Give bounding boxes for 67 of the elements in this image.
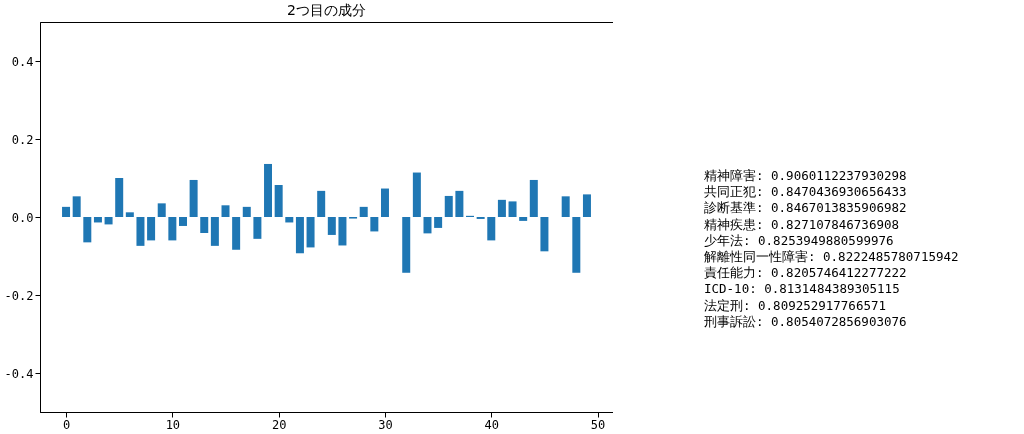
bar	[306, 217, 315, 248]
bar	[572, 217, 581, 273]
chart-title: 2つ目の成分	[287, 2, 366, 18]
bar	[178, 217, 187, 226]
bar	[497, 199, 506, 217]
bar	[104, 217, 113, 225]
text: 診断基準: 0.8467013835906982	[704, 200, 908, 217]
x-tick-label: 50	[590, 417, 606, 432]
bar	[62, 206, 71, 217]
bar	[455, 190, 464, 217]
bar	[444, 195, 453, 217]
text: 法定刑: 0.809252917766571	[704, 297, 887, 314]
bar	[508, 201, 517, 217]
text: 刑事訴訟: 0.8054072856903076	[704, 313, 908, 331]
bar	[115, 178, 124, 217]
x-tick-label: 10	[165, 417, 181, 432]
x-tick-label: 20	[271, 417, 287, 432]
bar	[83, 217, 92, 243]
bar	[125, 212, 134, 217]
bar	[487, 217, 496, 241]
bar	[264, 163, 273, 217]
text: 精神疾患: 0.827107846736908	[704, 216, 900, 233]
y-tick-label: -0.2	[4, 288, 34, 303]
text: 少年法: 0.8253949880599976	[704, 232, 895, 250]
y-tick-label: 0.4	[11, 54, 34, 69]
text: ICD-10: 0.8131484389305115	[704, 281, 901, 298]
bar	[221, 205, 230, 217]
bar	[402, 217, 411, 273]
bar	[232, 217, 241, 250]
bar	[338, 217, 347, 246]
bar	[412, 172, 421, 217]
x-tick-label: 0	[62, 417, 71, 432]
bar	[210, 217, 219, 246]
text: 共同正犯: 0.8470436930656433	[704, 184, 908, 201]
x-tick-label: 30	[378, 417, 393, 432]
bar	[380, 188, 389, 217]
bar	[200, 217, 209, 233]
text: 解離性同一性障害: 0.8222485780715942	[704, 249, 959, 266]
y-tick-label: 0.0	[11, 210, 34, 225]
bar	[317, 190, 326, 217]
bar	[423, 217, 432, 234]
bar	[253, 217, 262, 239]
bar	[359, 206, 368, 217]
bar	[434, 217, 443, 228]
bar	[189, 179, 198, 217]
bar	[157, 203, 166, 217]
bar	[168, 217, 177, 241]
bar	[147, 217, 156, 241]
bar	[136, 217, 145, 246]
bar	[540, 217, 549, 252]
bar	[529, 179, 538, 217]
y-tick-label: 0.2	[11, 132, 34, 147]
x-tick-label: 40	[484, 417, 499, 432]
bar	[285, 217, 294, 223]
bar	[561, 196, 570, 217]
bar	[93, 217, 102, 223]
bar	[370, 217, 379, 232]
bar	[327, 217, 336, 235]
bar	[72, 196, 81, 217]
bar	[242, 206, 251, 217]
text: 責任能力: 0.8205746412277222	[704, 265, 908, 282]
bar	[519, 217, 528, 221]
bar	[295, 217, 304, 254]
y-tick-label: -0.4	[4, 366, 34, 381]
text: 精神障害: 0.9060112237930298	[704, 168, 908, 185]
bar	[274, 185, 283, 217]
bar	[582, 194, 591, 217]
